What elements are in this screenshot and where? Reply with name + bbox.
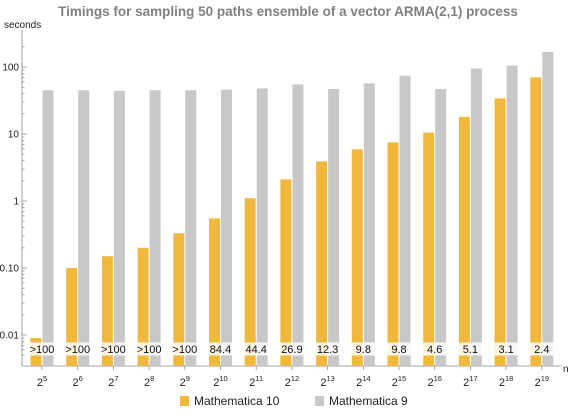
bar-label-background — [98, 342, 129, 356]
bar-mathematica-10 — [351, 149, 363, 366]
x-tick-label: 210 — [213, 374, 227, 389]
bar-label-background — [276, 342, 308, 356]
bar-label: 26.9 — [281, 344, 302, 356]
x-tick-label: 29 — [180, 374, 190, 389]
bar-label: >100 — [137, 344, 162, 356]
bar-mathematica-10 — [458, 116, 470, 366]
bar-mathematica-9 — [506, 65, 518, 366]
bar-mathematica-10 — [66, 268, 78, 366]
bar-label-background — [458, 342, 483, 356]
bar-mathematica-9 — [256, 88, 268, 366]
x-axis-label: n — [563, 364, 569, 375]
bar-mathematica-10 — [209, 218, 220, 366]
bar-label-background — [529, 342, 554, 356]
y-tick-label: 100 — [2, 63, 19, 74]
bar-mathematica-10 — [423, 132, 435, 366]
bar-label: >100 — [30, 344, 55, 356]
y-axis-label: seconds — [4, 20, 41, 31]
x-tick-label: 216 — [427, 374, 441, 389]
bar-label: >100 — [65, 344, 90, 356]
x-tick-label: 25 — [37, 374, 47, 389]
chart-title: Timings for sampling 50 paths ensemble o… — [58, 4, 518, 19]
bar-label: 84.4 — [210, 344, 231, 356]
bar-label-background — [241, 342, 272, 356]
bar-label: >100 — [101, 344, 126, 356]
bar-mathematica-9 — [435, 88, 447, 366]
bar-label: 9.8 — [356, 344, 371, 356]
bar-label: 2.4 — [534, 344, 549, 356]
legend-label: Mathematica 10 — [194, 394, 280, 408]
bar-mathematica-10 — [316, 161, 328, 366]
bar-label-background — [494, 342, 518, 356]
bar-label: 9.8 — [391, 344, 406, 356]
bar-mathematica-9 — [292, 84, 304, 367]
bar-label-background — [26, 342, 58, 356]
bar-mathematica-9 — [113, 90, 125, 366]
x-tick-label: 218 — [499, 374, 513, 389]
y-tick-label: 1 — [13, 197, 19, 208]
bar-mathematica-10 — [530, 77, 542, 367]
bar-label: 5.1 — [463, 344, 478, 356]
bar-mathematica-10 — [494, 98, 506, 366]
bar-mathematica-9 — [185, 90, 197, 366]
x-tick-label: 212 — [285, 374, 299, 389]
bar-mathematica-9 — [221, 89, 232, 367]
legend-swatch — [315, 396, 324, 406]
bar-label-background — [205, 342, 236, 356]
y-tick-label: 0.10 — [0, 264, 19, 275]
y-tick-label: 0.01 — [0, 331, 19, 342]
bar-label-background — [351, 342, 376, 356]
bar-mathematica-9 — [470, 68, 482, 366]
bar-mathematica-10 — [244, 198, 256, 366]
bar-label-background — [133, 342, 165, 356]
bar-mathematica-9 — [328, 88, 340, 366]
x-tick-label: 26 — [73, 374, 83, 389]
bar-label: >100 — [172, 344, 197, 356]
legend-swatch — [180, 396, 189, 406]
legend: Mathematica 10 Mathematica 9 — [180, 394, 408, 408]
bar-mathematica-10 — [137, 247, 149, 366]
x-tick-label: 213 — [320, 374, 334, 389]
bar-label: 44.4 — [245, 344, 266, 356]
x-tick-label: 217 — [463, 374, 477, 389]
legend-label: Mathematica 9 — [329, 394, 408, 408]
bar-label-background — [422, 342, 447, 356]
bar-mathematica-9 — [542, 51, 554, 367]
bar-mathematica-10 — [387, 142, 399, 366]
bar-mathematica-10 — [280, 179, 292, 366]
x-tick-label: 28 — [144, 374, 154, 389]
bar-mathematica-9 — [363, 83, 375, 366]
bar-label: 4.6 — [427, 344, 442, 356]
x-tick-label: 214 — [356, 374, 370, 389]
bar-mathematica-9 — [78, 90, 90, 366]
bar-label: 12.3 — [317, 344, 338, 356]
bar-label-background — [387, 342, 411, 356]
x-tick-label: 215 — [392, 374, 406, 389]
bar-label: 3.1 — [498, 344, 513, 356]
plot-area: 0.01 0.10 1 10 100 >100 25 >100 26 >100 27 >100 28 >1… — [0, 30, 562, 389]
x-tick-label: 219 — [535, 374, 549, 389]
bar-mathematica-9 — [42, 90, 54, 366]
bar-mathematica-9 — [399, 75, 411, 366]
bar-label-background — [62, 342, 93, 356]
bar-mathematica-10 — [101, 256, 113, 366]
bar-label-background — [312, 342, 343, 356]
y-tick-label: 10 — [8, 130, 20, 141]
x-tick-label: 211 — [249, 374, 263, 389]
bar-mathematica-10 — [173, 233, 185, 366]
bar-mathematica-9 — [149, 90, 161, 366]
x-tick-label: 27 — [108, 374, 118, 389]
bar-label-background — [169, 342, 200, 356]
